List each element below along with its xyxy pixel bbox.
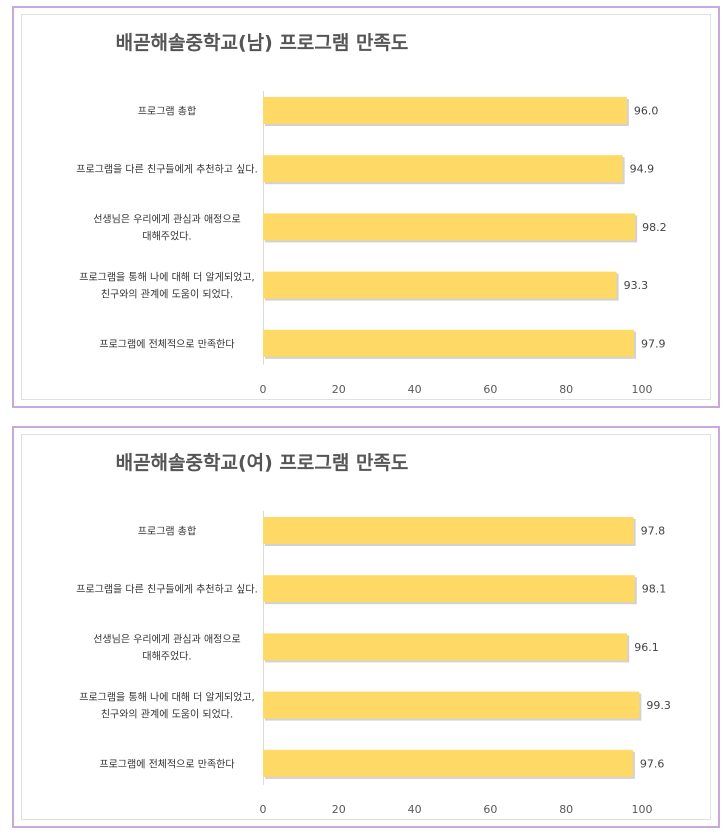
chart-title-boys: 배곧해솔중학교(남) 프로그램 만족도 <box>116 32 409 54</box>
bar-value-label: 99.3 <box>646 699 671 712</box>
chart-area-boys: 배곧해솔중학교(남) 프로그램 만족도 0 20 40 60 80 100 96.0 프로그램 … <box>21 14 711 400</box>
category-label: 친구와의 관계에 도움이 되었다. <box>101 709 233 721</box>
bar-chart-boys: 배곧해솔중학교(남) 프로그램 만족도 0 20 40 60 80 100 96.0 프로그램 … <box>76 32 667 396</box>
x-tick-label: 60 <box>483 803 497 816</box>
bar-value-label: 98.1 <box>642 583 667 596</box>
x-tick-label: 40 <box>408 803 422 816</box>
category-label: 프로그램 총합 <box>138 106 196 118</box>
x-tick-label: 40 <box>408 383 422 396</box>
category-label: 대해주었다. <box>142 649 191 662</box>
x-tick-label: 20 <box>332 803 346 816</box>
x-tick-label: 20 <box>332 383 346 396</box>
category-label: 프로그램을 통해 나에 대해 더 알게되었고, <box>79 271 254 284</box>
bar-value-label: 96.1 <box>634 641 659 654</box>
category-label: 프로그램에 전체적으로 만족한다 <box>99 758 234 770</box>
category-label: 프로그램에 전체적으로 만족한다 <box>99 338 234 350</box>
bar-value-label: 97.6 <box>640 757 665 770</box>
x-tick-label: 60 <box>483 383 497 396</box>
bar-value-label: 97.8 <box>641 525 666 538</box>
category-label: 프로그램을 통해 나에 대해 더 알게되었고, <box>79 691 254 704</box>
x-tick-label: 80 <box>559 803 573 816</box>
category-label: 선생님은 우리에게 관심과 애정으로 <box>93 213 241 225</box>
x-tick-label: 80 <box>559 383 573 396</box>
category-label: 프로그램 총합 <box>138 526 196 538</box>
bar <box>263 329 635 357</box>
bar <box>263 575 635 603</box>
chart-panel-girls: 배곧해솔중학교(여) 프로그램 만족도 0 20 40 60 80 100 97.8 프로그램 … <box>12 426 720 828</box>
category-label: 선생님은 우리에게 관심과 애정으로 <box>93 633 241 645</box>
bar-value-label: 94.9 <box>630 163 655 176</box>
chart-panel-boys: 배곧해솔중학교(남) 프로그램 만족도 0 20 40 60 80 100 96.0 프로그램 … <box>12 6 720 408</box>
chart-area-girls: 배곧해솔중학교(여) 프로그램 만족도 0 20 40 60 80 100 97.8 프로그램 … <box>21 434 711 820</box>
bar <box>263 213 636 241</box>
bar-value-label: 98.2 <box>642 221 667 234</box>
x-tick-label: 0 <box>260 803 267 816</box>
category-label: 프로그램을 다른 친구들에게 추천하고 싶다. <box>76 163 258 176</box>
chart-title-girls: 배곧해솔중학교(여) 프로그램 만족도 <box>116 452 409 474</box>
bar <box>263 155 623 183</box>
x-tick-label: 100 <box>632 803 653 816</box>
bar <box>263 749 633 777</box>
category-label: 대해주었다. <box>142 229 191 242</box>
category-label: 프로그램을 다른 친구들에게 추천하고 싶다. <box>76 583 258 596</box>
bar <box>263 691 640 719</box>
bar-value-label: 93.3 <box>624 279 649 292</box>
bar-chart-girls: 배곧해솔중학교(여) 프로그램 만족도 0 20 40 60 80 100 97.8 프로그램 … <box>76 452 671 816</box>
bar <box>263 517 634 544</box>
category-label: 친구와의 관계에 도움이 되었다. <box>101 289 233 301</box>
bar <box>263 97 627 124</box>
bar-value-label: 97.9 <box>641 337 666 350</box>
x-tick-label: 100 <box>632 383 653 396</box>
bar <box>263 271 617 299</box>
bar-value-label: 96.0 <box>634 105 659 118</box>
x-tick-label: 0 <box>260 383 267 396</box>
bar <box>263 633 628 661</box>
